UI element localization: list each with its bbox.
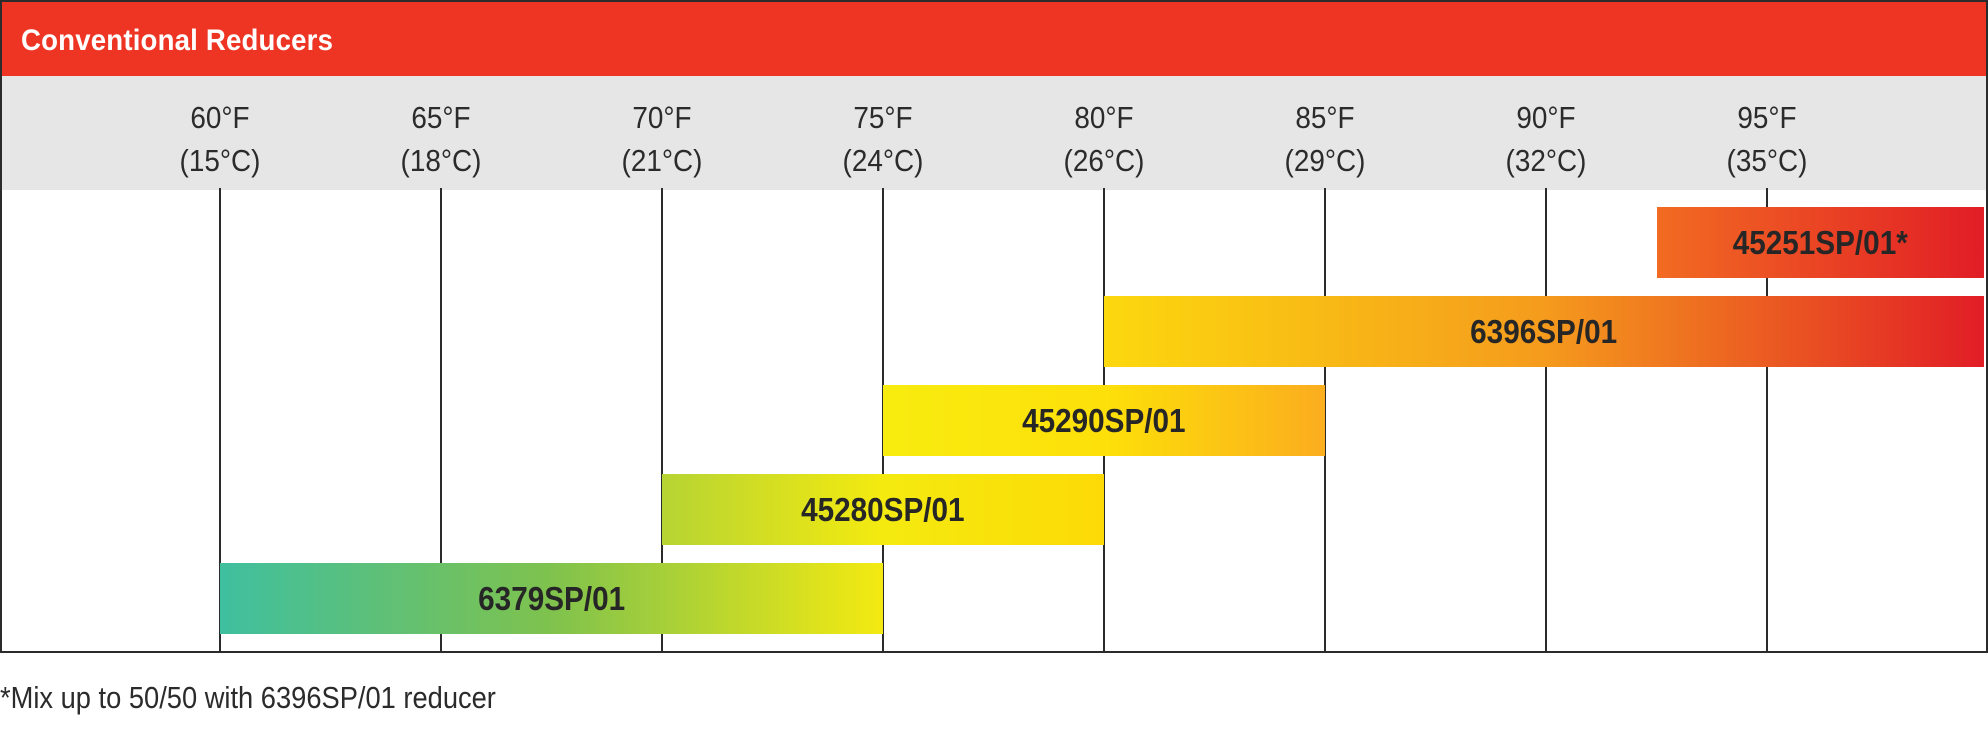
tick-celsius: (32°C) bbox=[1505, 143, 1587, 178]
range-bar: 45280SP/01 bbox=[662, 474, 1104, 545]
title-bar: Conventional Reducers bbox=[2, 2, 1986, 76]
range-bar-label: 45251SP/01* bbox=[1732, 223, 1908, 261]
x-tick-label: 65°F (18°C) bbox=[387, 96, 495, 182]
range-bar-label: 45290SP/01 bbox=[1022, 401, 1186, 439]
tick-fahrenheit: 75°F bbox=[853, 100, 913, 135]
tick-celsius: (24°C) bbox=[842, 143, 924, 178]
tick-celsius: (35°C) bbox=[1726, 143, 1808, 178]
tick-celsius: (15°C) bbox=[179, 143, 261, 178]
range-bar: 45251SP/01* bbox=[1656, 207, 1984, 278]
tick-fahrenheit: 65°F bbox=[411, 100, 471, 135]
tick-celsius: (21°C) bbox=[621, 143, 703, 178]
x-tick-label: 60°F (15°C) bbox=[166, 96, 274, 182]
x-tick-label: 95°F (35°C) bbox=[1713, 96, 1821, 182]
tick-fahrenheit: 80°F bbox=[1074, 100, 1134, 135]
tick-fahrenheit: 60°F bbox=[190, 100, 250, 135]
tick-fahrenheit: 70°F bbox=[632, 100, 692, 135]
x-tick-label: 80°F (26°C) bbox=[1050, 96, 1158, 182]
tick-celsius: (29°C) bbox=[1284, 143, 1366, 178]
chart-title: Conventional Reducers bbox=[21, 24, 334, 57]
tick-fahrenheit: 95°F bbox=[1737, 100, 1797, 135]
range-bar: 45290SP/01 bbox=[883, 385, 1325, 456]
axis-header-band bbox=[2, 76, 1986, 190]
footnote: *Mix up to 50/50 with 6396SP/01 reducer bbox=[0, 680, 496, 715]
range-bar-label: 45280SP/01 bbox=[801, 490, 965, 528]
x-tick-label: 85°F (29°C) bbox=[1271, 96, 1379, 182]
tick-celsius: (18°C) bbox=[400, 143, 482, 178]
range-bar-label: 6396SP/01 bbox=[1470, 312, 1618, 350]
chart-frame: Conventional Reducers bbox=[0, 0, 1988, 653]
tick-celsius: (26°C) bbox=[1063, 143, 1145, 178]
tick-fahrenheit: 85°F bbox=[1295, 100, 1355, 135]
range-bar: 6396SP/01 bbox=[1104, 296, 1984, 367]
range-bar-label: 6379SP/01 bbox=[478, 579, 625, 617]
tick-fahrenheit: 90°F bbox=[1516, 100, 1576, 135]
range-bar: 6379SP/01 bbox=[220, 563, 883, 634]
x-tick-label: 70°F (21°C) bbox=[608, 96, 716, 182]
x-tick-label: 75°F (24°C) bbox=[829, 96, 937, 182]
x-tick-label: 90°F (32°C) bbox=[1492, 96, 1600, 182]
